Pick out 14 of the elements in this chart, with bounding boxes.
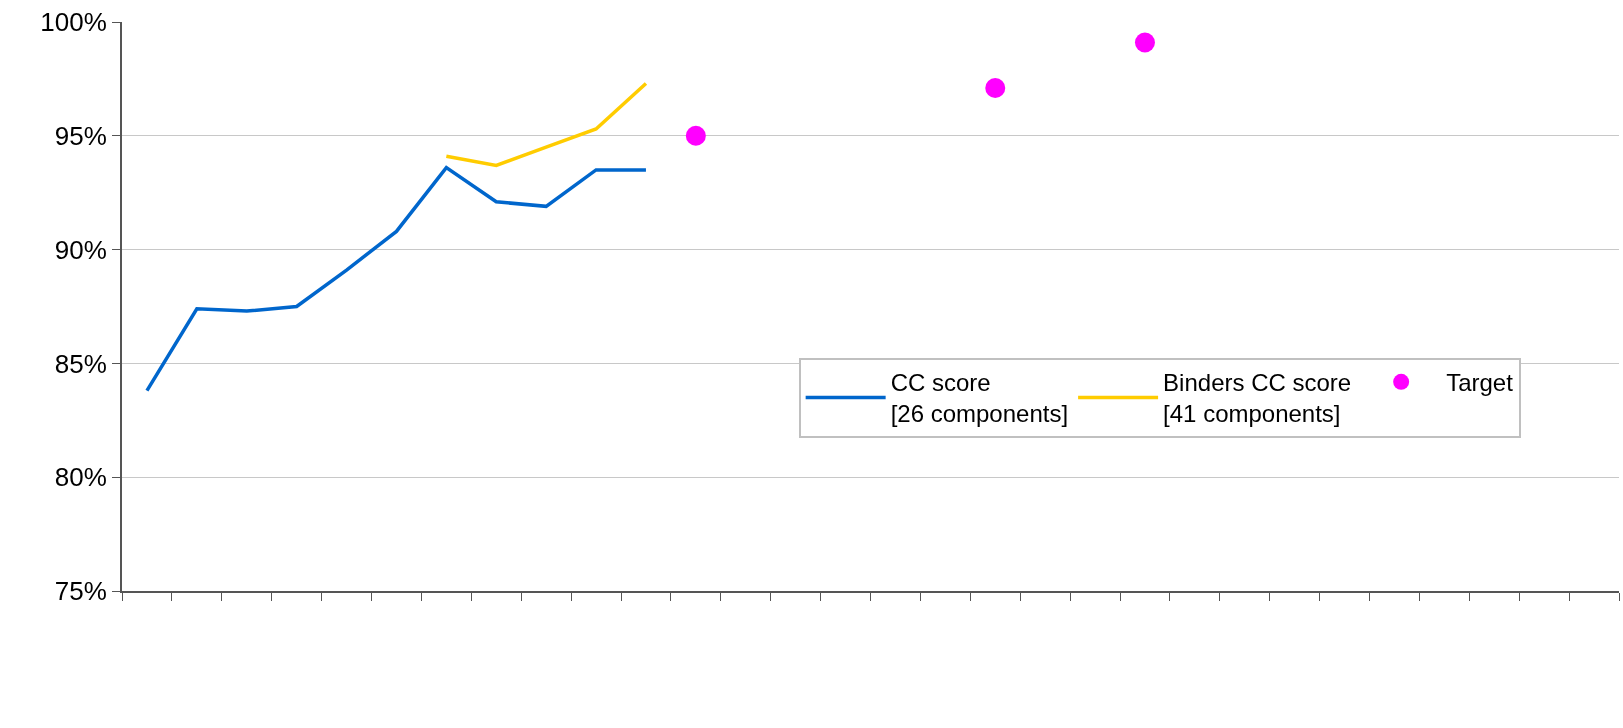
y-tick-label: 85% — [54, 348, 107, 379]
y-tick-label: 75% — [54, 576, 107, 607]
line-series — [145, 165, 648, 393]
point — [985, 78, 1006, 98]
legend-label: CC score [26 components] — [890, 369, 1069, 428]
point — [685, 125, 706, 146]
point — [1134, 32, 1155, 53]
legend-label: Target — [1446, 369, 1514, 397]
y-tick-label: 90% — [54, 234, 107, 265]
line-series — [444, 81, 648, 168]
legend-label: Binders CC score [41 components] — [1163, 369, 1352, 428]
y-tick-label: 95% — [54, 120, 107, 151]
y-tick-label: 80% — [54, 462, 107, 493]
y-tick-label: 100% — [40, 7, 107, 38]
